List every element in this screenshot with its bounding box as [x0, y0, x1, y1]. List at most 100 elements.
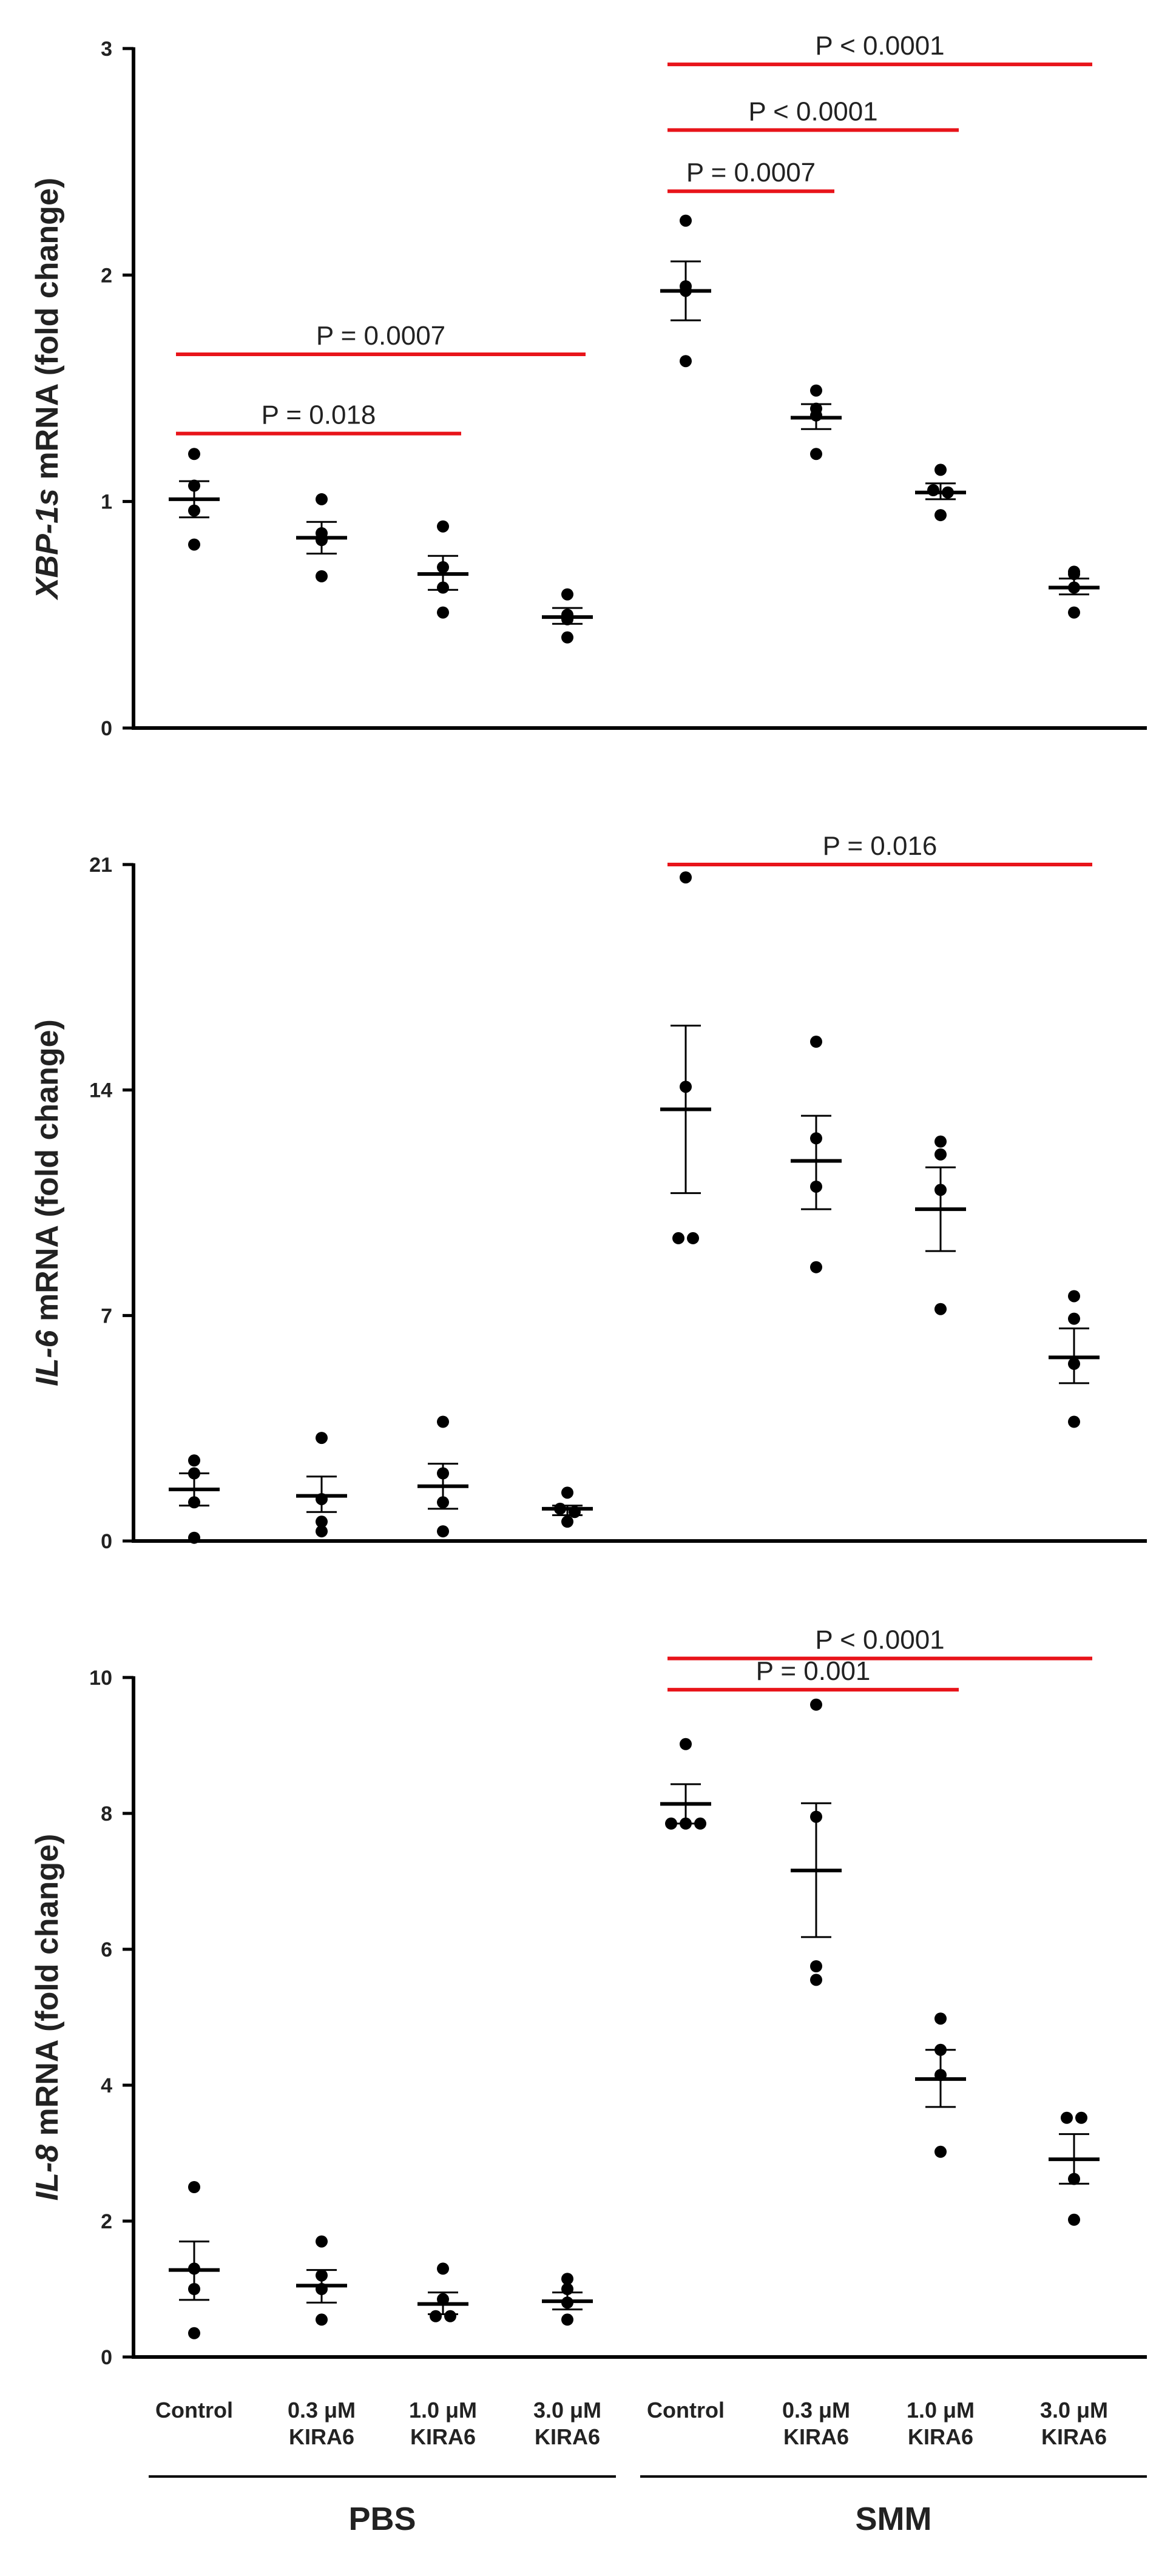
- y-tick-label: 7: [101, 1304, 112, 1327]
- data-point: [561, 2313, 573, 2326]
- x-category-label: 3.0 μM KIRA6: [533, 2398, 601, 2449]
- data-point: [430, 2310, 442, 2322]
- data-group-8: [1049, 2111, 1100, 2226]
- data-group-4: [542, 1486, 593, 1528]
- data-point: [810, 1810, 822, 1823]
- x-category-label-line: 3.0 μM: [533, 2398, 601, 2423]
- data-group-8: [1049, 1290, 1100, 1428]
- x-category-label: 3.0 μM KIRA6: [1040, 2398, 1108, 2449]
- data-point: [569, 1506, 581, 1519]
- data-point: [810, 1132, 822, 1145]
- y-tick-label: 3: [101, 38, 112, 61]
- data-group-3: [417, 1415, 468, 1538]
- data-point: [1061, 2111, 1073, 2124]
- y-tick-label: 2: [101, 264, 112, 287]
- y-tick-label: 10: [89, 1667, 112, 1690]
- data-point: [316, 1432, 328, 1445]
- y-tick-label: 2: [101, 2210, 112, 2233]
- data-group-5: [660, 871, 711, 1244]
- data-point: [810, 1261, 822, 1273]
- y-tick-label: 6: [101, 1938, 112, 1961]
- significance-label: P = 0.018: [262, 400, 376, 430]
- data-point: [927, 484, 939, 496]
- data-point: [188, 2327, 200, 2339]
- data-point: [561, 1516, 573, 1528]
- significance-label: P < 0.0001: [748, 96, 877, 126]
- data-point: [665, 1817, 677, 1830]
- data-point: [561, 631, 573, 644]
- data-point: [1068, 2213, 1080, 2226]
- significance-label: P < 0.0001: [815, 1625, 944, 1655]
- chart-panel-3: 0 2 4 6 8 10 IL-8 mRNA (fold change) P < 0.0001…: [30, 1625, 1147, 2369]
- chart-panel-2: 0 7 14 21 IL-6 mRNA (fold change) P = 0.016: [30, 831, 1147, 1553]
- data-point: [694, 1817, 706, 1830]
- data-point: [1068, 568, 1080, 581]
- x-category-label-line: 0.3 μM: [288, 2398, 356, 2423]
- data-point: [680, 1081, 692, 1093]
- data-point: [316, 2269, 328, 2282]
- data-point: [188, 1496, 200, 1509]
- data-point: [1068, 1357, 1080, 1370]
- significance-label: P = 0.016: [823, 831, 938, 861]
- data-point: [680, 1738, 692, 1750]
- chart-panels: 0 1 2 3 XBP-1s mRNA (fold change) P = 0.0007 P…: [30, 31, 1147, 2369]
- y-axis-label: XBP-1s mRNA (fold change): [30, 178, 65, 601]
- y-tick-label: 0: [101, 717, 112, 740]
- data-point: [934, 464, 947, 476]
- data-group-7: [915, 464, 966, 522]
- data-point: [188, 2262, 200, 2275]
- data-point: [188, 448, 200, 460]
- data-point: [316, 2313, 328, 2326]
- y-axis-label: IL-8 mRNA (fold change): [30, 1834, 65, 2201]
- data-point: [561, 2283, 573, 2295]
- data-group-6: [791, 1698, 842, 1986]
- y-axis-label: IL-6 mRNA (fold change): [30, 1019, 65, 1386]
- y-tick-label: 8: [101, 1802, 112, 1826]
- data-point: [810, 448, 822, 460]
- data-group-6: [791, 1036, 842, 1273]
- data-point: [934, 1184, 947, 1196]
- data-point: [680, 214, 692, 227]
- condition-label: SMM: [856, 2501, 932, 2537]
- data-point: [1075, 2111, 1087, 2124]
- data-group-1: [169, 1454, 220, 1544]
- data-group-5: [660, 214, 711, 368]
- data-point: [810, 1698, 822, 1711]
- data-point: [437, 1415, 449, 1428]
- condition-label: PBS: [348, 2501, 416, 2537]
- data-point: [1068, 2173, 1080, 2185]
- y-axis-label-gene: XBP-1s: [30, 488, 65, 601]
- significance-label: P = 0.0007: [316, 321, 445, 351]
- x-category-label-line: 1.0 μM: [907, 2398, 975, 2423]
- y-tick-label: 21: [89, 854, 112, 877]
- data-point: [810, 1180, 822, 1193]
- data-point: [188, 479, 200, 492]
- x-category-label-line: KIRA6: [908, 2424, 973, 2449]
- data-point: [437, 2262, 449, 2275]
- x-category-label-line: Control: [647, 2398, 725, 2423]
- data-group-8: [1049, 565, 1100, 619]
- data-point: [942, 486, 954, 499]
- y-tick-label: 0: [101, 1530, 112, 1553]
- x-category-label-line: KIRA6: [1041, 2424, 1107, 2449]
- data-point: [680, 871, 692, 884]
- data-group-2: [296, 493, 347, 582]
- data-group-5: [660, 1738, 711, 1830]
- x-category-label: Control: [647, 2398, 725, 2423]
- data-point: [188, 1454, 200, 1467]
- data-point: [934, 2012, 947, 2025]
- data-point: [188, 504, 200, 517]
- data-point: [188, 1531, 200, 1544]
- y-axis-label-unit: mRNA (fold change): [30, 178, 65, 488]
- data-point: [437, 606, 449, 619]
- data-point: [1068, 581, 1080, 594]
- data-point: [934, 1148, 947, 1161]
- data-point: [1068, 1290, 1080, 1303]
- data-point: [561, 2273, 573, 2285]
- data-group-7: [915, 2012, 966, 2158]
- x-category-label-line: 3.0 μM: [1040, 2398, 1108, 2423]
- data-group-3: [417, 2262, 468, 2322]
- significance-label: P < 0.0001: [815, 31, 944, 61]
- data-point: [437, 1525, 449, 1538]
